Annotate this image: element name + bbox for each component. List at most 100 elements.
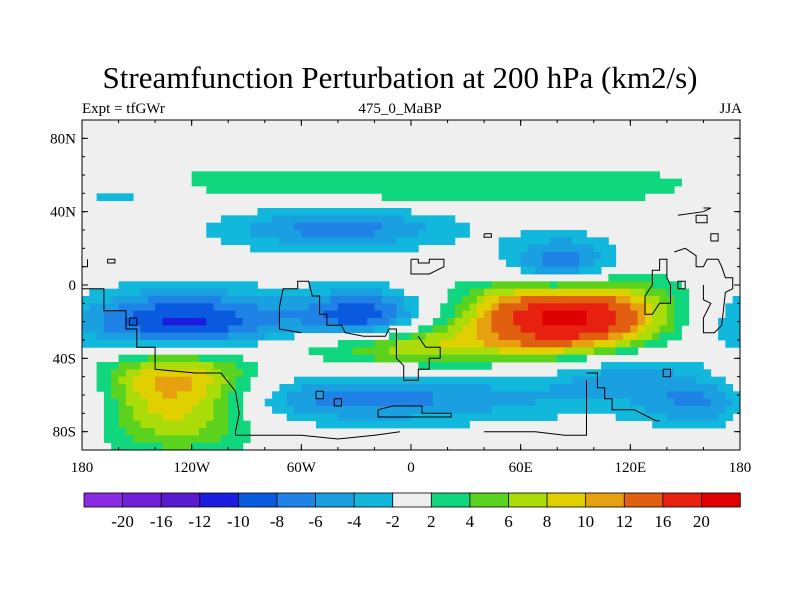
contour-cell — [644, 340, 668, 348]
colorbar: -20 -16 -12 -10 -8 -6 -4 -2 2 4 6 8 10 12 16 20 — [83, 492, 741, 531]
contour-cell — [718, 332, 741, 341]
colorbar-label: 20 — [693, 512, 710, 531]
colorbar-swatch — [83, 492, 124, 508]
coastline-segment — [377, 405, 452, 418]
contour-cell — [220, 435, 251, 444]
contour-cell — [96, 332, 141, 341]
contour-cell — [206, 384, 222, 392]
contour-cell — [644, 296, 660, 304]
coastline-segment — [695, 214, 708, 224]
contour-cell — [491, 310, 514, 319]
contour-cell — [615, 413, 668, 422]
contour-cell — [586, 310, 617, 319]
contour-cell — [630, 288, 646, 297]
contour-cell — [666, 391, 704, 400]
contour-cell — [476, 303, 492, 312]
contour-cell — [220, 384, 236, 392]
contour-cell — [542, 252, 580, 260]
contour-cell — [564, 347, 595, 356]
contour-cell — [103, 406, 119, 414]
x-tick-label: 120E — [614, 460, 646, 476]
contour-cell — [213, 303, 258, 312]
contour-cell — [520, 340, 573, 348]
contour-cell — [198, 428, 229, 436]
contour-cell — [666, 310, 675, 319]
contour-cell — [396, 303, 405, 312]
contour-cell — [652, 332, 660, 341]
contour-cell — [674, 369, 712, 378]
contour-cell — [549, 281, 558, 290]
contour-cell — [462, 310, 478, 319]
contour-cell — [469, 318, 478, 326]
contour-cell — [155, 376, 193, 385]
contour-cell — [432, 325, 448, 334]
contour-cell — [615, 310, 639, 319]
contour-cell — [454, 281, 492, 290]
contour-cell — [308, 347, 353, 356]
contour-cell — [118, 303, 156, 312]
contour-cell — [228, 413, 244, 422]
contour-cell — [469, 288, 485, 297]
contour-cell — [506, 259, 522, 268]
contour-cell — [549, 384, 719, 392]
coastline-segment — [674, 247, 734, 334]
contour-cell — [411, 310, 419, 319]
contour-cell — [520, 230, 587, 238]
contour-cell — [228, 406, 244, 414]
contour-cell — [586, 318, 617, 326]
contour-cell — [140, 332, 229, 341]
contour-cell — [250, 222, 295, 231]
contour-cell — [593, 340, 617, 348]
contour-cell — [498, 252, 522, 260]
contour-cell — [498, 244, 529, 253]
contour-cell — [228, 376, 236, 385]
contour-cell — [184, 413, 214, 422]
colorbar-swatch — [160, 492, 201, 508]
contour-cell — [133, 384, 156, 392]
contour-cell — [272, 406, 295, 414]
contour-cell — [608, 332, 624, 341]
colorbar-swatch — [122, 492, 162, 508]
contour-cell — [257, 208, 412, 216]
contour-cell — [374, 230, 419, 238]
contour-cell — [242, 318, 280, 326]
contour-cell — [140, 325, 229, 334]
contour-cell — [111, 296, 149, 304]
contour-cell — [294, 376, 573, 385]
contour-cell — [155, 303, 214, 312]
contour-cell — [718, 325, 741, 334]
contour-cell — [103, 420, 119, 429]
contour-cell — [454, 310, 463, 319]
run-label: 475_0_MaBP — [358, 101, 442, 117]
colorbar-swatch — [276, 492, 317, 508]
contour-cell — [725, 391, 741, 400]
contour-cell — [513, 318, 543, 326]
contour-cell — [381, 193, 646, 202]
contour-cell — [644, 406, 726, 414]
contour-cell — [666, 318, 675, 326]
contour-cell — [491, 281, 551, 290]
contour-cell — [118, 281, 258, 290]
contour-cell — [133, 435, 222, 444]
contour-cell — [308, 281, 390, 290]
contour-cell — [381, 222, 427, 231]
contour-cell — [549, 237, 573, 246]
contour-cell — [118, 362, 141, 370]
contour-cell — [725, 406, 741, 414]
contour-cell — [96, 362, 119, 370]
colorbar-label: -12 — [188, 512, 211, 531]
coastline-segment — [586, 372, 660, 422]
contour-cell — [615, 340, 631, 348]
contour-cell — [191, 171, 660, 180]
contour-cell — [674, 398, 712, 407]
contour-cell — [579, 259, 595, 268]
contour-cell — [286, 413, 339, 422]
contour-cell — [432, 391, 668, 400]
contour-cell — [615, 318, 639, 326]
contour-cell — [484, 340, 522, 348]
contour-cell — [498, 237, 551, 246]
contour-cell — [381, 310, 397, 319]
contour-cell — [213, 413, 229, 422]
y-tick-label: 0 — [69, 278, 77, 294]
contour-cell — [469, 303, 478, 312]
